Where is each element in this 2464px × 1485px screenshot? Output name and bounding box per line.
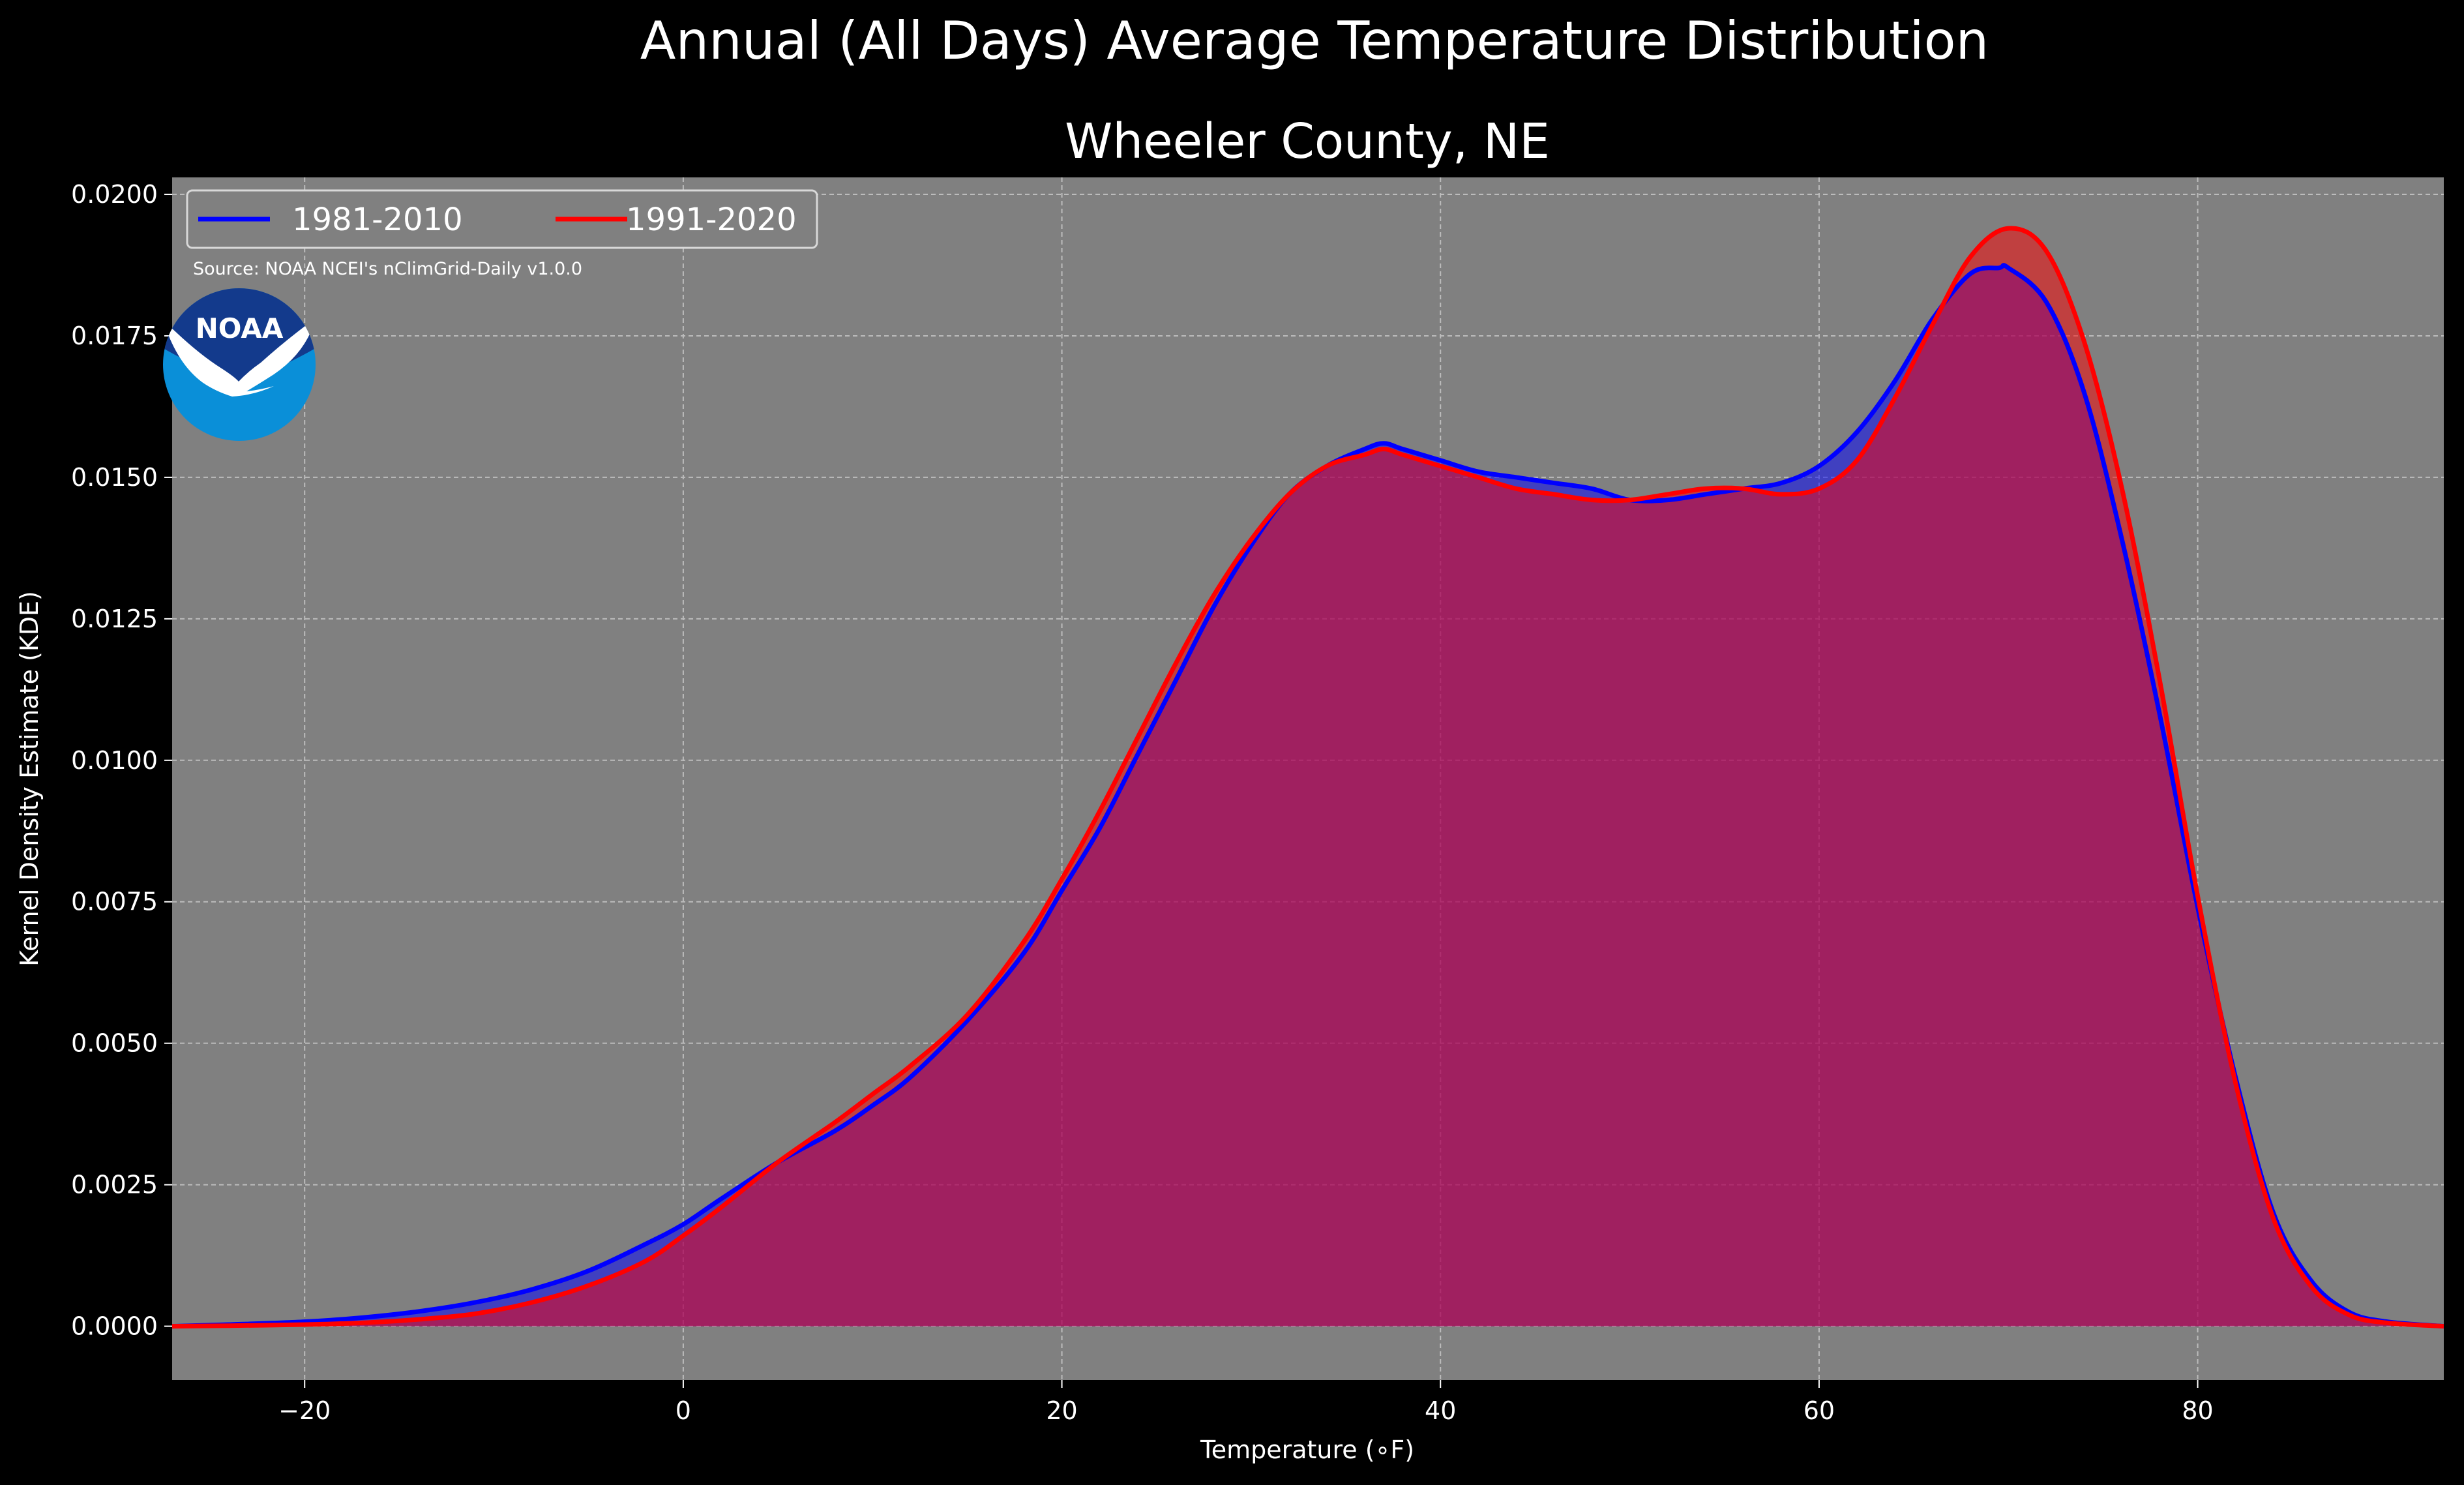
series-line-1991-2020 <box>172 226 2444 1329</box>
x-axis-ticks: −20 0 20 40 60 80 <box>278 1380 2214 1425</box>
legend-label-1991-2020: 1991-2020 <box>626 202 797 238</box>
noaa-logo: NOAA <box>163 288 316 441</box>
y-tick-label: 0.0200 <box>71 180 158 209</box>
x-tick-label: −20 <box>278 1396 331 1425</box>
noaa-logo-text: NOAA <box>196 312 284 344</box>
x-tick-label: 40 <box>1425 1396 1456 1425</box>
chart-title: Annual (All Days) Average Temperature Di… <box>640 10 1989 71</box>
y-tick-label: 0.0175 <box>71 322 158 350</box>
series-line-1981-2010 <box>172 263 2444 1329</box>
x-tick-label: 60 <box>1803 1396 1835 1425</box>
y-tick-label: 0.0100 <box>71 746 158 775</box>
x-tick-label: 20 <box>1046 1396 1077 1425</box>
x-tick-label: 0 <box>675 1396 691 1425</box>
legend-frame <box>186 189 818 249</box>
x-tick-label: 80 <box>2182 1396 2213 1425</box>
source-note: Source: NOAA NCEI's nClimGrid-Daily v1.0… <box>193 259 582 279</box>
chart-subtitle: Wheeler County, NE <box>1065 113 1550 170</box>
y-tick-label: 0.0150 <box>71 463 158 492</box>
legend-label-1981-2010: 1981-2010 <box>292 202 463 238</box>
y-axis-ticks: 0.0000 0.0025 0.0050 0.0075 0.0100 0.0125 0.01… <box>71 180 172 1341</box>
y-axis-label: Kernel Density Estimate (KDE) <box>15 591 44 967</box>
y-tick-label: 0.0125 <box>71 605 158 633</box>
y-tick-label: 0.0075 <box>71 888 158 916</box>
series-layer <box>172 226 2444 1329</box>
x-axis-label: Temperature (∘F) <box>1200 1435 1414 1464</box>
y-tick-label: 0.0000 <box>71 1312 158 1341</box>
y-tick-label: 0.0050 <box>71 1029 158 1058</box>
noaa-logo-gull-icon <box>163 318 316 397</box>
y-tick-label: 0.0025 <box>71 1171 158 1199</box>
series-area-1991-2020 <box>172 228 2444 1327</box>
legend: 1981-2010 1991-2020 <box>186 189 818 249</box>
